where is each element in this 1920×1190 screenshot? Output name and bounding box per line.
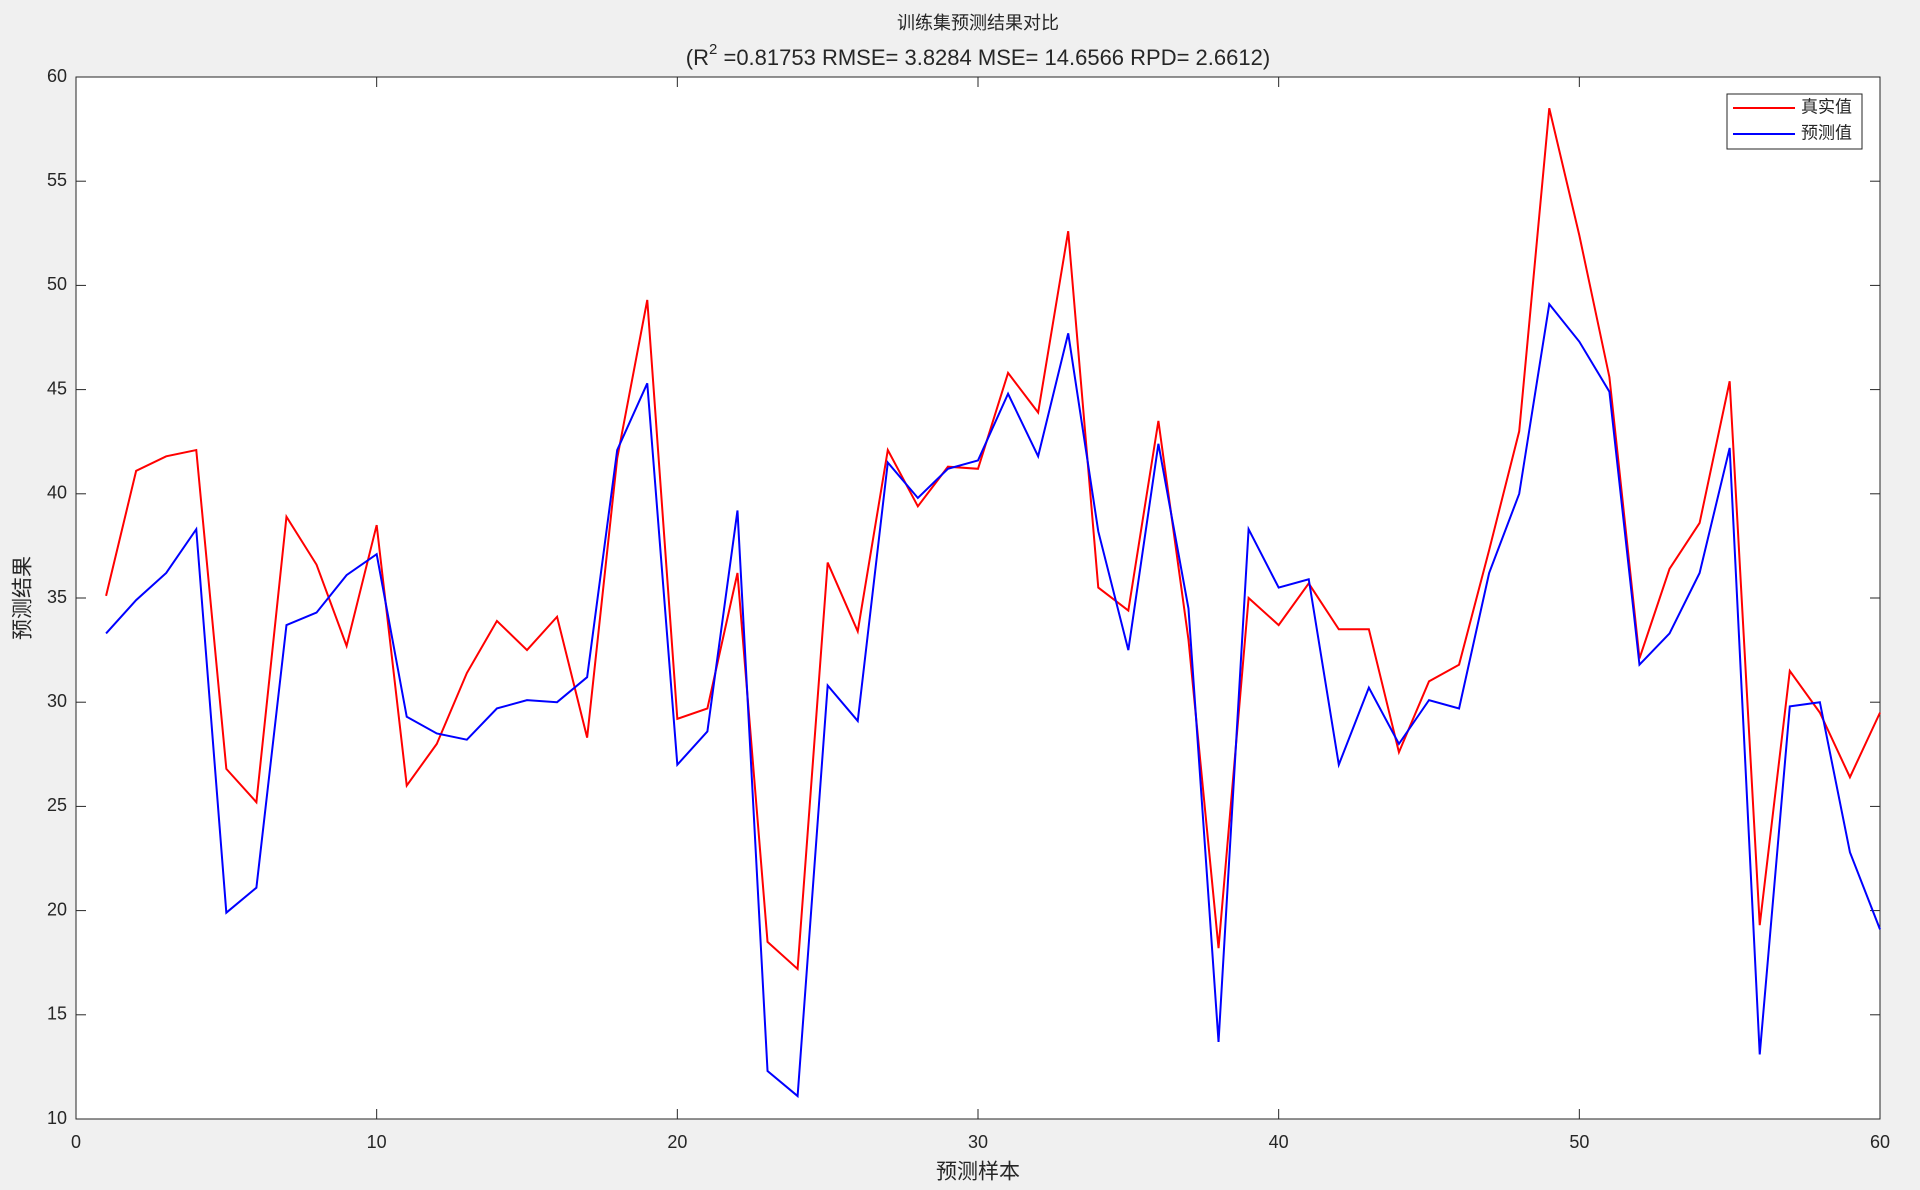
series-line xyxy=(105,108,1881,972)
plot-area xyxy=(76,77,1880,1119)
x-tick-label: 30 xyxy=(968,1132,988,1152)
legend-box xyxy=(1726,93,1863,150)
series-line xyxy=(105,301,1881,1099)
x-tick-label: 40 xyxy=(1269,1132,1289,1152)
x-tick-label: 60 xyxy=(1870,1132,1890,1152)
subtitle-superscript: 2 xyxy=(709,41,717,58)
y-tick-label: 50 xyxy=(47,274,67,294)
axes-box xyxy=(75,76,1881,1120)
x-tick-label: 10 xyxy=(367,1132,387,1152)
y-tick-label: 35 xyxy=(47,587,67,607)
y-tick-label: 55 xyxy=(47,170,67,190)
chart-title: 训练集预测结果对比 xyxy=(897,13,1059,34)
y-tick-label: 15 xyxy=(47,1004,67,1024)
y-tick-label: 30 xyxy=(47,691,67,711)
y-tick-label: 20 xyxy=(47,899,67,919)
x-tick-label: 20 xyxy=(667,1132,687,1152)
legend-label: 预测值 xyxy=(1801,124,1852,144)
y-tick-label: 25 xyxy=(47,795,67,815)
y-tick-label: 60 xyxy=(47,66,67,86)
y-tick-label: 45 xyxy=(47,378,67,398)
y-tick-label: 10 xyxy=(47,1108,67,1128)
subtitle-part: (R xyxy=(686,45,709,70)
x-axis-label: 预测样本 xyxy=(936,1160,1020,1184)
x-tick-label: 0 xyxy=(71,1132,81,1152)
y-axis-label: 预测结果 xyxy=(11,556,35,640)
chart-subtitle: (R2 =0.81753 RMSE= 3.8284 MSE= 14.6566 R… xyxy=(686,41,1270,70)
x-tick-label: 50 xyxy=(1569,1132,1589,1152)
subtitle-part: =0.81753 RMSE= 3.8284 MSE= 14.6566 RPD= … xyxy=(717,45,1270,70)
legend-label: 真实值 xyxy=(1801,98,1852,118)
y-tick-label: 40 xyxy=(47,483,67,503)
